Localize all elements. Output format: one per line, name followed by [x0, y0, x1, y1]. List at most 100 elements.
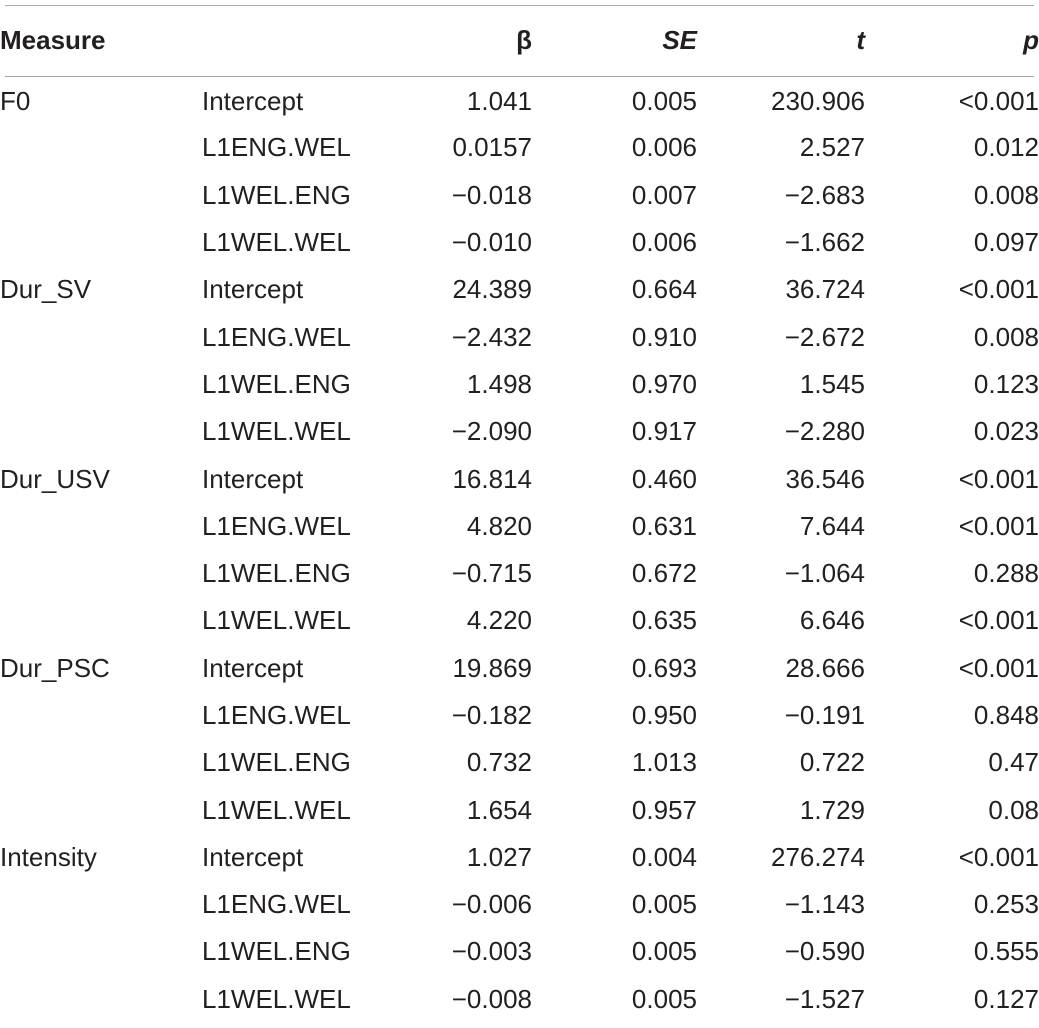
cell-p: 0.253 [973, 889, 1039, 920]
cell-p: <0.001 [958, 463, 1039, 494]
table-row: L1WEL.ENG 1.498 0.970 1.545 0.123 [0, 361, 1039, 408]
cell-beta: −2.090 [451, 416, 532, 447]
table-body: F0 Intercept 1.041 0.005 230.906 <0.001 L1ENG.… [0, 77, 1039, 1023]
cell-se: 0.631 [631, 510, 697, 541]
cell-measure [0, 786, 202, 833]
cell-term: L1WEL.WEL [202, 794, 351, 825]
cell-se: 0.005 [631, 936, 697, 967]
table-header-rule [5, 76, 1034, 77]
cell-se: 0.007 [631, 179, 697, 210]
table-row: Dur_USV Intercept 16.814 0.460 36.546 <0.001 [0, 455, 1039, 502]
header-beta: β [516, 25, 532, 55]
table-row: L1WEL.WEL 1.654 0.957 1.729 0.08 [0, 786, 1039, 833]
cell-se: 0.006 [631, 132, 697, 163]
cell-se: 0.917 [631, 416, 697, 447]
cell-term: L1ENG.WEL [202, 321, 351, 352]
cell-beta: −0.010 [451, 227, 532, 258]
cell-beta: 4.820 [466, 510, 532, 541]
cell-se: 0.693 [631, 652, 697, 683]
cell-se: 0.005 [631, 889, 697, 920]
table-row: L1WEL.WEL 4.220 0.635 6.646 <0.001 [0, 597, 1039, 644]
cell-beta: 1.498 [466, 368, 532, 399]
table-row: L1WEL.WEL −0.008 0.005 −1.527 0.127 [0, 976, 1039, 1023]
cell-p: 0.127 [973, 983, 1039, 1014]
cell-t: 1.729 [799, 794, 865, 825]
cell-t: 36.546 [785, 463, 865, 494]
table-row: L1WEL.ENG −0.003 0.005 −0.590 0.555 [0, 928, 1039, 975]
cell-t: 1.545 [799, 368, 865, 399]
cell-term: L1ENG.WEL [202, 132, 351, 163]
cell-beta: 1.027 [466, 841, 532, 872]
cell-t: 2.527 [799, 132, 865, 163]
header-row: Measure β SE t p [0, 0, 1039, 77]
cell-term: L1WEL.WEL [202, 227, 351, 258]
cell-se: 1.013 [631, 747, 697, 778]
cell-p: 0.023 [973, 416, 1039, 447]
cell-measure [0, 597, 202, 644]
cell-p: 0.008 [973, 321, 1039, 352]
cell-beta: 0.732 [466, 747, 532, 778]
cell-beta: 0.0157 [452, 132, 532, 163]
cell-se: 0.005 [631, 983, 697, 1014]
cell-p: <0.001 [958, 652, 1039, 683]
cell-term: Intercept [202, 652, 304, 683]
table-row: L1WEL.WEL −2.090 0.917 −2.280 0.023 [0, 408, 1039, 455]
cell-beta: 16.814 [452, 463, 532, 494]
cell-p: 0.097 [973, 227, 1039, 258]
cell-beta: −0.018 [451, 179, 532, 210]
table-row: L1ENG.WEL −0.006 0.005 −1.143 0.253 [0, 881, 1039, 928]
header-term [202, 0, 392, 77]
cell-beta: −0.006 [451, 889, 532, 920]
cell-term: L1WEL.ENG [202, 936, 351, 967]
cell-term: L1ENG.WEL [202, 510, 351, 541]
cell-beta: −0.715 [451, 558, 532, 589]
cell-measure [0, 739, 202, 786]
table-row: Dur_SV Intercept 24.389 0.664 36.724 <0.001 [0, 266, 1039, 313]
cell-beta: −0.003 [451, 936, 532, 967]
cell-p: <0.001 [958, 510, 1039, 541]
table-row: L1ENG.WEL −0.182 0.950 −0.191 0.848 [0, 692, 1039, 739]
cell-t: 36.724 [785, 274, 865, 305]
table-header: Measure β SE t p [0, 0, 1039, 77]
cell-p: 0.47 [988, 747, 1039, 778]
cell-measure [0, 976, 202, 1023]
cell-se: 0.910 [631, 321, 697, 352]
cell-t: 276.274 [771, 841, 865, 872]
cell-t: −0.191 [784, 700, 865, 730]
cell-se: 0.635 [631, 605, 697, 636]
cell-se: 0.664 [631, 274, 697, 305]
cell-t: −2.683 [784, 179, 865, 210]
cell-t: −1.662 [784, 227, 865, 258]
cell-p: 0.555 [973, 936, 1039, 967]
cell-p: 0.848 [973, 700, 1039, 730]
cell-t: −1.064 [784, 558, 865, 589]
table-row: L1WEL.WEL −0.010 0.006 −1.662 0.097 [0, 219, 1039, 266]
cell-se: 0.460 [631, 463, 697, 494]
table-row: L1ENG.WEL 0.0157 0.006 2.527 0.012 [0, 124, 1039, 171]
cell-measure [0, 692, 202, 739]
cell-se: 0.970 [631, 368, 697, 399]
cell-measure [0, 219, 202, 266]
cell-t: 230.906 [771, 86, 865, 117]
cell-term: L1WEL.ENG [202, 179, 351, 210]
cell-measure [0, 361, 202, 408]
cell-term: L1ENG.WEL [202, 700, 351, 730]
header-p: p [1023, 25, 1039, 55]
cell-se: 0.672 [631, 558, 697, 589]
cell-term: L1WEL.ENG [202, 368, 351, 399]
cell-p: 0.08 [988, 794, 1039, 825]
cell-term: Intercept [202, 274, 304, 305]
cell-measure [0, 313, 202, 360]
header-t: t [856, 25, 865, 55]
cell-se: 0.004 [631, 841, 697, 872]
cell-beta: −2.432 [451, 321, 532, 352]
cell-beta: −0.008 [451, 983, 532, 1014]
cell-se: 0.957 [631, 794, 697, 825]
cell-t: −1.143 [784, 889, 865, 920]
cell-term: L1WEL.WEL [202, 605, 351, 636]
table-row: F0 Intercept 1.041 0.005 230.906 <0.001 [0, 77, 1039, 124]
cell-t: −2.280 [784, 416, 865, 447]
cell-term: Intercept [202, 463, 304, 494]
